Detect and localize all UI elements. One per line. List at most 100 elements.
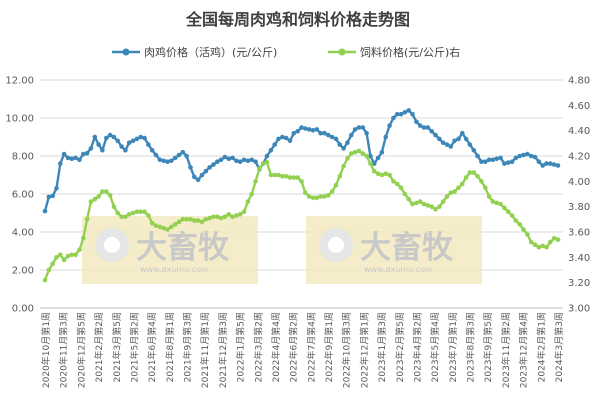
data-point[interactable] bbox=[398, 111, 404, 117]
data-point[interactable] bbox=[460, 181, 465, 187]
data-point[interactable] bbox=[73, 252, 78, 258]
data-point[interactable] bbox=[551, 236, 557, 241]
data-point[interactable] bbox=[555, 237, 561, 242]
data-point[interactable] bbox=[383, 134, 389, 140]
data-point[interactable] bbox=[123, 148, 128, 153]
data-point[interactable] bbox=[230, 155, 235, 161]
data-point[interactable] bbox=[222, 154, 228, 160]
data-point[interactable] bbox=[237, 159, 243, 164]
data-point[interactable] bbox=[352, 149, 358, 155]
data-point[interactable] bbox=[195, 218, 201, 223]
data-point[interactable] bbox=[161, 158, 166, 164]
data-point[interactable] bbox=[153, 223, 159, 228]
data-point[interactable] bbox=[146, 213, 151, 218]
data-point[interactable] bbox=[544, 244, 549, 250]
data-point[interactable] bbox=[406, 108, 412, 113]
data-point[interactable] bbox=[391, 115, 396, 121]
data-point[interactable] bbox=[490, 157, 496, 163]
data-point[interactable] bbox=[421, 201, 427, 207]
data-point[interactable] bbox=[287, 175, 293, 180]
data-point[interactable] bbox=[402, 191, 408, 197]
data-point[interactable] bbox=[356, 125, 362, 130]
data-point[interactable] bbox=[452, 138, 457, 144]
data-point[interactable] bbox=[58, 161, 63, 166]
data-point[interactable] bbox=[157, 157, 163, 163]
data-point[interactable] bbox=[333, 136, 339, 142]
data-point[interactable] bbox=[375, 155, 381, 161]
data-point[interactable] bbox=[234, 158, 239, 164]
data-point[interactable] bbox=[130, 138, 136, 144]
data-point[interactable] bbox=[115, 138, 120, 144]
data-point[interactable] bbox=[268, 148, 274, 153]
data-point[interactable] bbox=[264, 153, 270, 159]
data-point[interactable] bbox=[337, 142, 343, 147]
data-point[interactable] bbox=[272, 172, 278, 178]
data-point[interactable] bbox=[322, 130, 327, 136]
data-point[interactable] bbox=[111, 204, 117, 209]
data-point[interactable] bbox=[310, 128, 316, 133]
data-point[interactable] bbox=[402, 110, 408, 115]
data-point[interactable] bbox=[471, 148, 477, 153]
data-point[interactable] bbox=[276, 136, 281, 142]
data-point[interactable] bbox=[134, 136, 140, 142]
data-point[interactable] bbox=[417, 123, 423, 128]
legend-item-feed[interactable]: 饲料价格(元/公斤)右 bbox=[328, 45, 460, 59]
data-point[interactable] bbox=[192, 174, 197, 180]
data-point[interactable] bbox=[123, 214, 128, 220]
data-point[interactable] bbox=[326, 193, 331, 198]
data-point[interactable] bbox=[176, 219, 182, 225]
data-point[interactable] bbox=[211, 214, 216, 220]
data-point[interactable] bbox=[490, 199, 496, 204]
data-point[interactable] bbox=[548, 161, 553, 166]
data-point[interactable] bbox=[475, 174, 480, 179]
data-point[interactable] bbox=[379, 149, 385, 155]
data-point[interactable] bbox=[509, 159, 515, 164]
data-point[interactable] bbox=[153, 152, 159, 158]
data-point[interactable] bbox=[241, 157, 247, 163]
data-point[interactable] bbox=[245, 158, 251, 164]
data-point[interactable] bbox=[391, 179, 396, 184]
data-point[interactable] bbox=[528, 153, 534, 159]
data-point[interactable] bbox=[126, 140, 132, 145]
data-point[interactable] bbox=[333, 182, 339, 188]
data-point[interactable] bbox=[486, 194, 492, 199]
data-point[interactable] bbox=[215, 159, 220, 164]
data-point[interactable] bbox=[452, 189, 457, 194]
data-point[interactable] bbox=[237, 212, 243, 217]
data-point[interactable] bbox=[199, 172, 205, 178]
data-point[interactable] bbox=[180, 149, 186, 155]
data-point[interactable] bbox=[77, 247, 82, 252]
data-point[interactable] bbox=[203, 217, 209, 222]
data-point[interactable] bbox=[540, 163, 545, 168]
data-point[interactable] bbox=[96, 142, 101, 147]
data-point[interactable] bbox=[414, 119, 419, 125]
data-point[interactable] bbox=[444, 194, 450, 199]
data-point[interactable] bbox=[207, 215, 212, 221]
data-point[interactable] bbox=[494, 200, 500, 206]
data-point[interactable] bbox=[257, 166, 262, 171]
data-point[interactable] bbox=[517, 153, 522, 159]
data-point[interactable] bbox=[555, 163, 561, 168]
data-point[interactable] bbox=[513, 218, 519, 223]
data-point[interactable] bbox=[100, 148, 105, 153]
data-point[interactable] bbox=[406, 196, 412, 202]
data-point[interactable] bbox=[429, 129, 435, 134]
data-point[interactable] bbox=[421, 125, 427, 130]
data-point[interactable] bbox=[165, 159, 170, 164]
data-point[interactable] bbox=[337, 174, 343, 179]
data-point[interactable] bbox=[84, 150, 90, 156]
data-point[interactable] bbox=[111, 134, 117, 140]
data-point[interactable] bbox=[329, 134, 335, 140]
data-point[interactable] bbox=[138, 134, 143, 140]
data-point[interactable] bbox=[448, 190, 454, 195]
data-point[interactable] bbox=[188, 165, 193, 170]
data-point[interactable] bbox=[498, 201, 503, 207]
data-point[interactable] bbox=[280, 134, 285, 140]
data-point[interactable] bbox=[456, 136, 461, 142]
data-point[interactable] bbox=[100, 189, 105, 194]
data-point[interactable] bbox=[440, 140, 446, 145]
data-point[interactable] bbox=[394, 111, 400, 117]
data-point[interactable] bbox=[360, 151, 366, 156]
data-point[interactable] bbox=[291, 175, 297, 180]
data-point[interactable] bbox=[536, 244, 542, 250]
